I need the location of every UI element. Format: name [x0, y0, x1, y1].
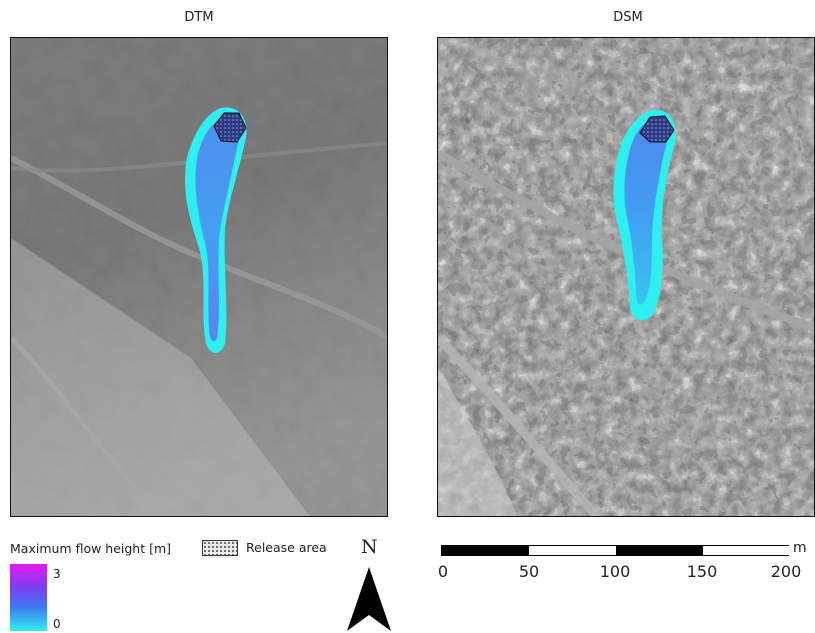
flow-height-legend-title: Maximum flow height [m]	[10, 541, 172, 556]
dsm-title: DSM	[613, 10, 643, 25]
release-area-dsm	[639, 115, 675, 143]
release-area-swatch	[202, 540, 238, 556]
dtm-map	[10, 37, 388, 517]
scale-bar	[441, 545, 789, 556]
scale-tick-200: 200	[770, 562, 802, 581]
scale-tick-100: 100	[599, 562, 631, 581]
colorbar-min-label: 0	[53, 617, 61, 631]
dtm-title: DTM	[184, 10, 214, 25]
north-arrow-icon	[347, 567, 391, 631]
scale-tick-50: 50	[518, 562, 540, 581]
release-area-dtm	[213, 112, 247, 143]
flow-height-colorbar	[10, 564, 47, 631]
colorbar-max-label: 3	[53, 567, 61, 581]
dsm-map	[437, 37, 815, 517]
scale-tick-150: 150	[686, 562, 718, 581]
scale-tick-0: 0	[437, 562, 449, 581]
scale-unit: m	[793, 540, 807, 556]
north-label: N	[361, 536, 378, 558]
release-area-label: Release area	[246, 540, 327, 555]
